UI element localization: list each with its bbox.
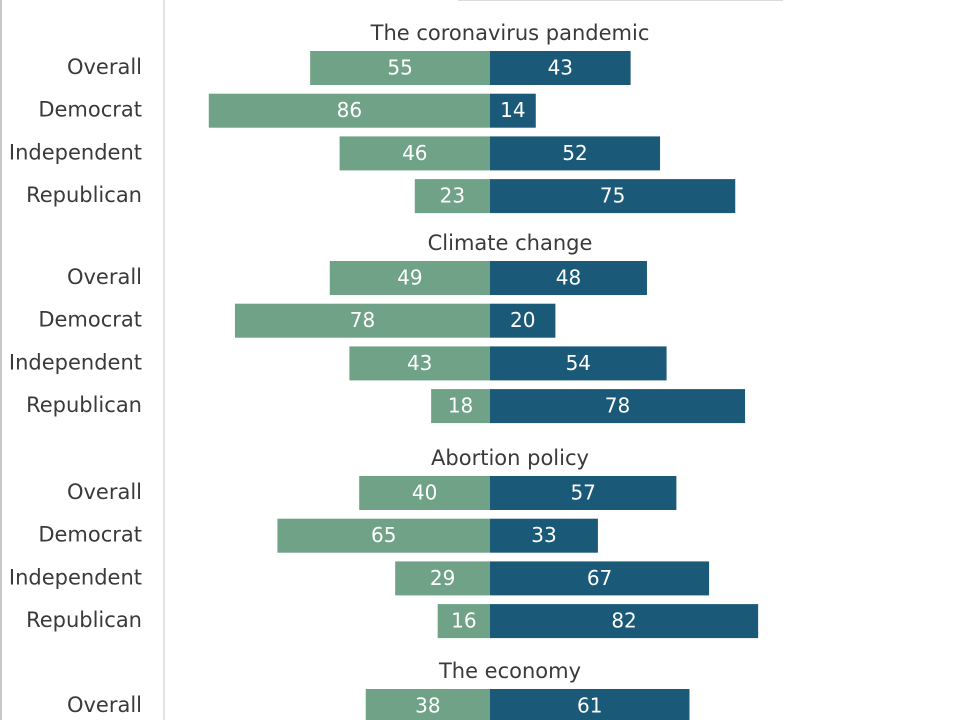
bar-right-value-label: 57	[570, 481, 595, 505]
bar-right-value-label: 52	[562, 141, 587, 165]
bar-right	[490, 561, 710, 596]
bar-left-value-label: 55	[387, 56, 412, 80]
bar-right	[490, 389, 746, 424]
chart-marks: The coronavirus pandemic Overall 55 43 Democ…	[9, 21, 759, 720]
bar-left	[431, 389, 490, 424]
category-label: Overall	[67, 480, 142, 504]
group-title: Climate change	[428, 231, 593, 255]
bar-left	[329, 261, 490, 295]
category-label: Overall	[67, 55, 142, 79]
bar-left	[310, 51, 490, 85]
bar-left-value-label: 65	[371, 523, 396, 547]
bar-right-value-label: 54	[566, 351, 591, 375]
bar-right	[490, 604, 759, 639]
bar-left-value-label: 16	[451, 609, 476, 633]
bar-right-value-label: 78	[605, 394, 630, 418]
bar-right-value-label: 33	[531, 523, 556, 547]
category-label: Republican	[26, 608, 142, 632]
bar-right	[490, 303, 556, 338]
bar-right	[490, 261, 647, 295]
bar-right-value-label: 61	[577, 694, 602, 718]
bar-right	[490, 93, 536, 128]
bar-left-value-label: 43	[407, 351, 432, 375]
bar-right	[490, 51, 631, 85]
bar-right-value-label: 82	[611, 609, 636, 633]
group-title: Abortion policy	[431, 446, 589, 470]
bar-right-value-label: 75	[600, 184, 625, 208]
bar-left-value-label: 38	[415, 694, 440, 718]
bar-left	[234, 303, 490, 338]
bar-left-value-label: 29	[430, 566, 455, 590]
bar-left	[339, 136, 490, 171]
category-label: Democrat	[38, 523, 142, 547]
category-label: Independent	[9, 350, 142, 374]
category-label: Independent	[9, 565, 142, 589]
bar-right	[490, 346, 667, 381]
bar-left	[277, 518, 490, 553]
bar-right	[490, 136, 661, 171]
bar-left	[349, 346, 490, 381]
bar-left-value-label: 40	[412, 481, 437, 505]
category-label: Republican	[26, 393, 142, 417]
bar-left	[437, 604, 490, 639]
bar-right-value-label: 20	[510, 308, 535, 332]
category-label: Democrat	[38, 308, 142, 332]
bar-left-value-label: 86	[337, 98, 362, 122]
bar-left	[395, 561, 490, 596]
group-title: The economy	[438, 659, 581, 683]
category-label: Overall	[67, 693, 142, 717]
bar-right	[490, 476, 677, 510]
bar-right-value-label: 67	[587, 566, 612, 590]
bar-left	[208, 93, 490, 128]
bar-left-value-label: 23	[440, 184, 465, 208]
bar-right	[490, 689, 690, 720]
group-title: The coronavirus pandemic	[370, 21, 650, 45]
bar-left	[359, 476, 490, 510]
bar-left-value-label: 49	[397, 266, 422, 290]
bar-left-value-label: 18	[448, 394, 473, 418]
bar-left	[365, 689, 490, 720]
category-label: Republican	[26, 183, 142, 207]
bar-left-value-label: 46	[402, 141, 427, 165]
bar-right-value-label: 48	[556, 266, 581, 290]
category-label: Democrat	[38, 98, 142, 122]
bar-left-value-label: 78	[350, 308, 375, 332]
bar-right-value-label: 14	[500, 98, 525, 122]
bar-left	[414, 179, 490, 214]
category-label: Independent	[9, 140, 142, 164]
category-label: Overall	[67, 265, 142, 289]
bar-right	[490, 179, 736, 214]
bar-right-value-label: 43	[548, 56, 573, 80]
bar-right	[490, 518, 598, 553]
